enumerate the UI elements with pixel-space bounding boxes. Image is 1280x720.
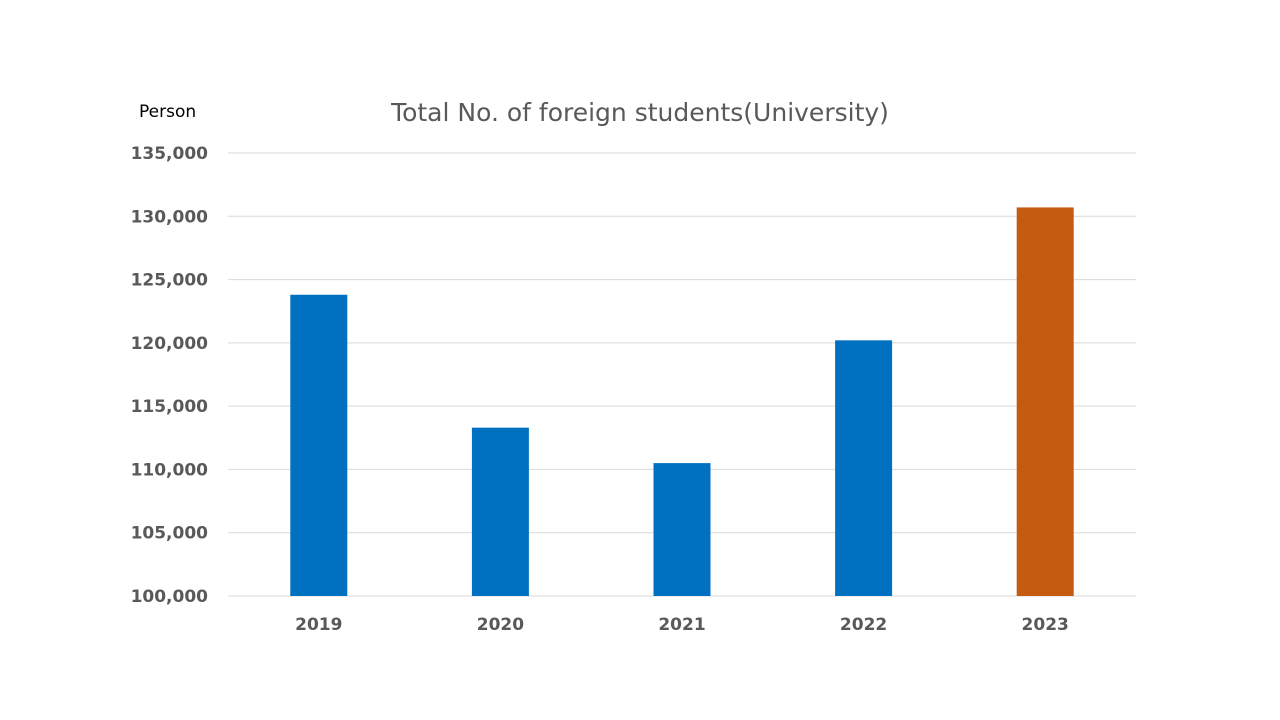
y-tick-label: 115,000: [131, 397, 209, 417]
bar-2022: [835, 340, 893, 596]
y-axis-unit-label: Person: [139, 102, 196, 122]
x-tick-label: 2019: [295, 615, 342, 635]
x-tick-label: 2022: [840, 615, 887, 635]
x-tick-label: 2020: [477, 615, 524, 635]
y-tick-label: 110,000: [131, 460, 209, 480]
y-tick-label: 130,000: [131, 207, 209, 227]
x-tick-label: 2021: [658, 615, 705, 635]
x-axis-ticks: 2019 2020 2021 2022 2023: [295, 615, 1069, 635]
bar-2021: [653, 463, 711, 596]
y-tick-label: 135,000: [131, 144, 209, 164]
y-tick-label: 105,000: [131, 524, 209, 544]
y-axis-ticks: 100,000 105,000 110,000 115,000 120,000 125,0…: [131, 144, 209, 607]
y-tick-label: 100,000: [131, 587, 209, 607]
y-tick-label: 125,000: [131, 271, 209, 291]
y-tick-label: 120,000: [131, 334, 209, 354]
chart-title: Total No. of foreign students(University…: [390, 98, 889, 127]
bars: [290, 207, 1074, 596]
bar-2023: [1016, 207, 1074, 596]
bar-2019: [290, 294, 348, 596]
bar-2020: [471, 427, 529, 596]
x-tick-label: 2023: [1022, 615, 1069, 635]
